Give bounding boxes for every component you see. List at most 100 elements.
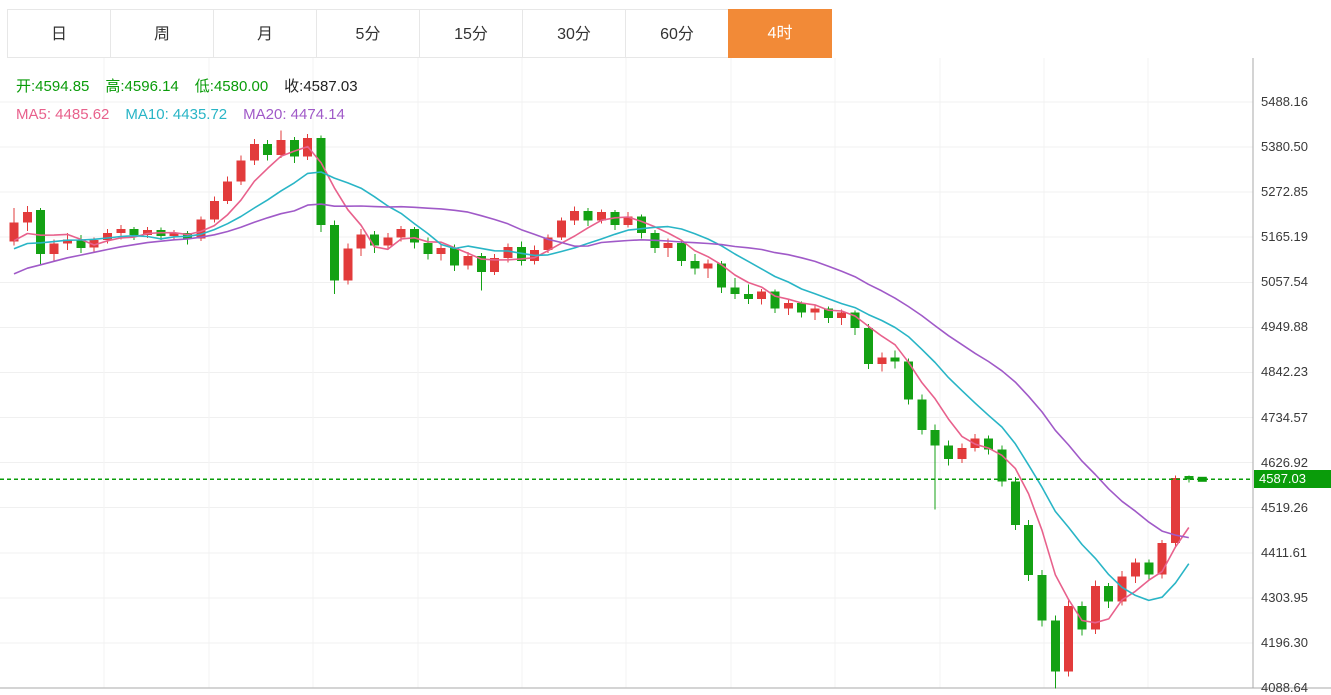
candle-body: [823, 308, 833, 319]
candle-body: [1064, 605, 1074, 672]
candle-body: [249, 143, 259, 161]
price-axis-label: 5380.50: [1261, 139, 1308, 155]
candle-body: [730, 287, 740, 294]
candle-body: [984, 438, 993, 450]
candle-body: [890, 357, 900, 362]
candle-body: [1024, 525, 1034, 576]
timeframe-tab-4时[interactable]: 4时: [728, 9, 832, 58]
candle-body: [476, 256, 486, 273]
candle-body: [289, 139, 299, 157]
price-axis-label: 4519.26: [1261, 499, 1308, 515]
candle-body: [636, 216, 646, 234]
candle-body: [1050, 620, 1060, 672]
candle-body: [209, 200, 219, 220]
candle-body: [9, 222, 19, 242]
ohlc-readout: 开:4594.85 高:4596.14 低:4580.00 收:4587.03: [16, 75, 374, 96]
readout-ma5: MA5: 4485.62: [16, 106, 110, 123]
timeframe-tab-日[interactable]: 日: [7, 9, 111, 58]
candle-body: [1104, 586, 1114, 602]
timeframe-tab-月[interactable]: 月: [213, 9, 317, 58]
candle-body: [930, 429, 940, 446]
candle-body: [343, 248, 353, 281]
price-axis-label: 5165.19: [1261, 229, 1308, 245]
candle-body: [850, 312, 860, 329]
candle-body: [1090, 586, 1100, 630]
price-axis-label: 4734.57: [1261, 409, 1308, 425]
timeframe-tab-15分[interactable]: 15分: [419, 9, 523, 58]
candle-body: [556, 220, 566, 238]
readout-open: 开:4594.85: [16, 78, 90, 95]
candle-body: [89, 240, 99, 248]
candle-body: [570, 210, 580, 221]
candle-body: [503, 246, 513, 259]
candle-body: [383, 237, 393, 246]
candle-body: [837, 312, 847, 319]
candle-body: [1157, 543, 1167, 575]
candle-body: [463, 256, 473, 266]
candle-body: [1117, 576, 1127, 602]
candle-body: [1077, 605, 1087, 630]
readout-low: 低:4580.00: [194, 78, 269, 95]
candle-body: [743, 293, 753, 299]
timeframe-tab-30分[interactable]: 30分: [522, 9, 626, 58]
candle-body: [316, 138, 326, 225]
price-axis-label: 5057.54: [1261, 274, 1308, 290]
candle-body: [276, 139, 286, 155]
candle-body: [329, 224, 339, 281]
candle-body: [1171, 478, 1180, 543]
candle-body: [663, 242, 673, 248]
candle-body: [1130, 562, 1140, 577]
candle-body: [1144, 562, 1154, 575]
candle-body: [236, 160, 246, 182]
timeframe-tab-周[interactable]: 周: [110, 9, 214, 58]
ma5-line: [13, 145, 1190, 624]
candle-body: [970, 438, 980, 448]
timeframe-toolbar: 日周月 5分 15分 30分 60分 4时: [7, 9, 832, 58]
candle-body: [810, 308, 820, 313]
candle-body: [863, 328, 873, 365]
candle-body: [783, 303, 793, 309]
last-price-tag: 4587.03: [1254, 470, 1331, 489]
candle-body: [263, 143, 273, 155]
candle-body: [369, 234, 379, 246]
candle-body: [22, 212, 32, 223]
candle-body: [490, 258, 500, 272]
candle-body: [757, 291, 767, 299]
candle-body: [717, 263, 726, 288]
timeframe-tab-5分[interactable]: 5分: [316, 9, 420, 58]
price-axis-label: 4303.95: [1261, 589, 1308, 605]
candle-body: [770, 291, 780, 309]
candle-body: [797, 303, 807, 313]
readout-ma20: MA20: 4474.14: [243, 106, 345, 123]
candle-body: [690, 261, 700, 269]
candle-body: [103, 233, 112, 241]
ma-readout: MA5: 4485.62 MA10: 4435.72 MA20: 4474.14: [16, 106, 361, 123]
last-price-marker: [1197, 476, 1207, 482]
candle-body: [623, 216, 633, 225]
readout-ma10: MA10: 4435.72: [125, 106, 228, 123]
candle-body: [436, 247, 446, 255]
candle-body: [543, 237, 553, 250]
timeframe-tab-60分[interactable]: 60分: [625, 9, 729, 58]
candle-body: [49, 243, 59, 255]
candle-body: [223, 181, 233, 201]
candle-body: [423, 242, 433, 255]
candle-body: [450, 247, 460, 266]
candle-body: [944, 445, 953, 460]
price-axis-label: 4196.30: [1261, 634, 1308, 650]
price-axis-label: 5488.16: [1261, 94, 1308, 109]
candle-body: [677, 242, 686, 262]
candle-body: [356, 234, 366, 249]
candle-body: [196, 219, 206, 239]
ma20-line: [13, 203, 1189, 539]
candle-body: [596, 212, 606, 221]
candle-body: [903, 361, 913, 400]
candle-body: [169, 233, 179, 236]
candle-body: [76, 239, 86, 248]
price-axis-label: 4626.92: [1261, 454, 1308, 470]
candle-body: [1184, 476, 1194, 480]
price-axis-label: 4842.23: [1261, 364, 1308, 380]
price-axis-label: 4088.64: [1261, 680, 1308, 695]
candle-body: [1037, 575, 1047, 621]
